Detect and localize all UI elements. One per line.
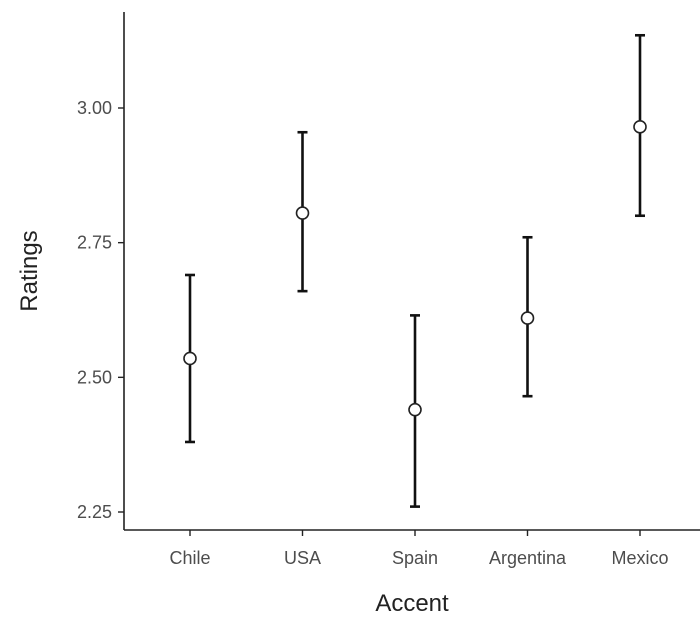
data-point [183, 351, 197, 366]
y-tick-label: 2.75 [77, 233, 112, 253]
y-tick-label: 2.25 [77, 502, 112, 522]
x-axis-title: Accent [375, 590, 449, 617]
error-bars [185, 33, 645, 508]
y-tick-label: 2.50 [77, 367, 112, 387]
data-point [520, 311, 535, 325]
data-point [633, 120, 647, 134]
y-ticks: 2.25 2.50 2.75 3.00 [77, 98, 124, 522]
data-point [295, 206, 310, 220]
y-tick-label: 3.00 [77, 98, 112, 118]
plot-area: 2.25 2.50 2.75 3.00 Chile USA Spain Argentina M… [77, 12, 700, 568]
y-axis-title: Ratings [16, 230, 43, 311]
data-point [408, 402, 422, 417]
x-tick-label: Argentina [489, 548, 567, 568]
x-tick-label: Mexico [611, 548, 668, 568]
x-tick-label: Spain [392, 548, 438, 568]
x-tick-label: Chile [169, 548, 210, 568]
x-tick-label: USA [284, 548, 321, 568]
data-points [183, 120, 647, 417]
x-ticks: Chile USA Spain Argentina Mexico [169, 530, 669, 568]
